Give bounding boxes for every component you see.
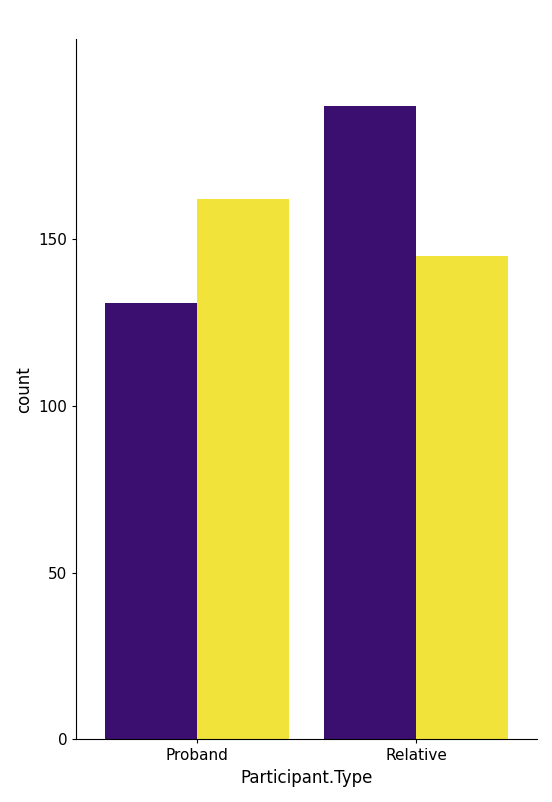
- Bar: [197, 199, 289, 739]
- Y-axis label: count: count: [15, 366, 33, 412]
- Bar: [324, 106, 416, 739]
- Bar: [105, 302, 197, 739]
- Bar: [416, 256, 508, 739]
- X-axis label: Participant.Type: Participant.Type: [241, 769, 373, 787]
